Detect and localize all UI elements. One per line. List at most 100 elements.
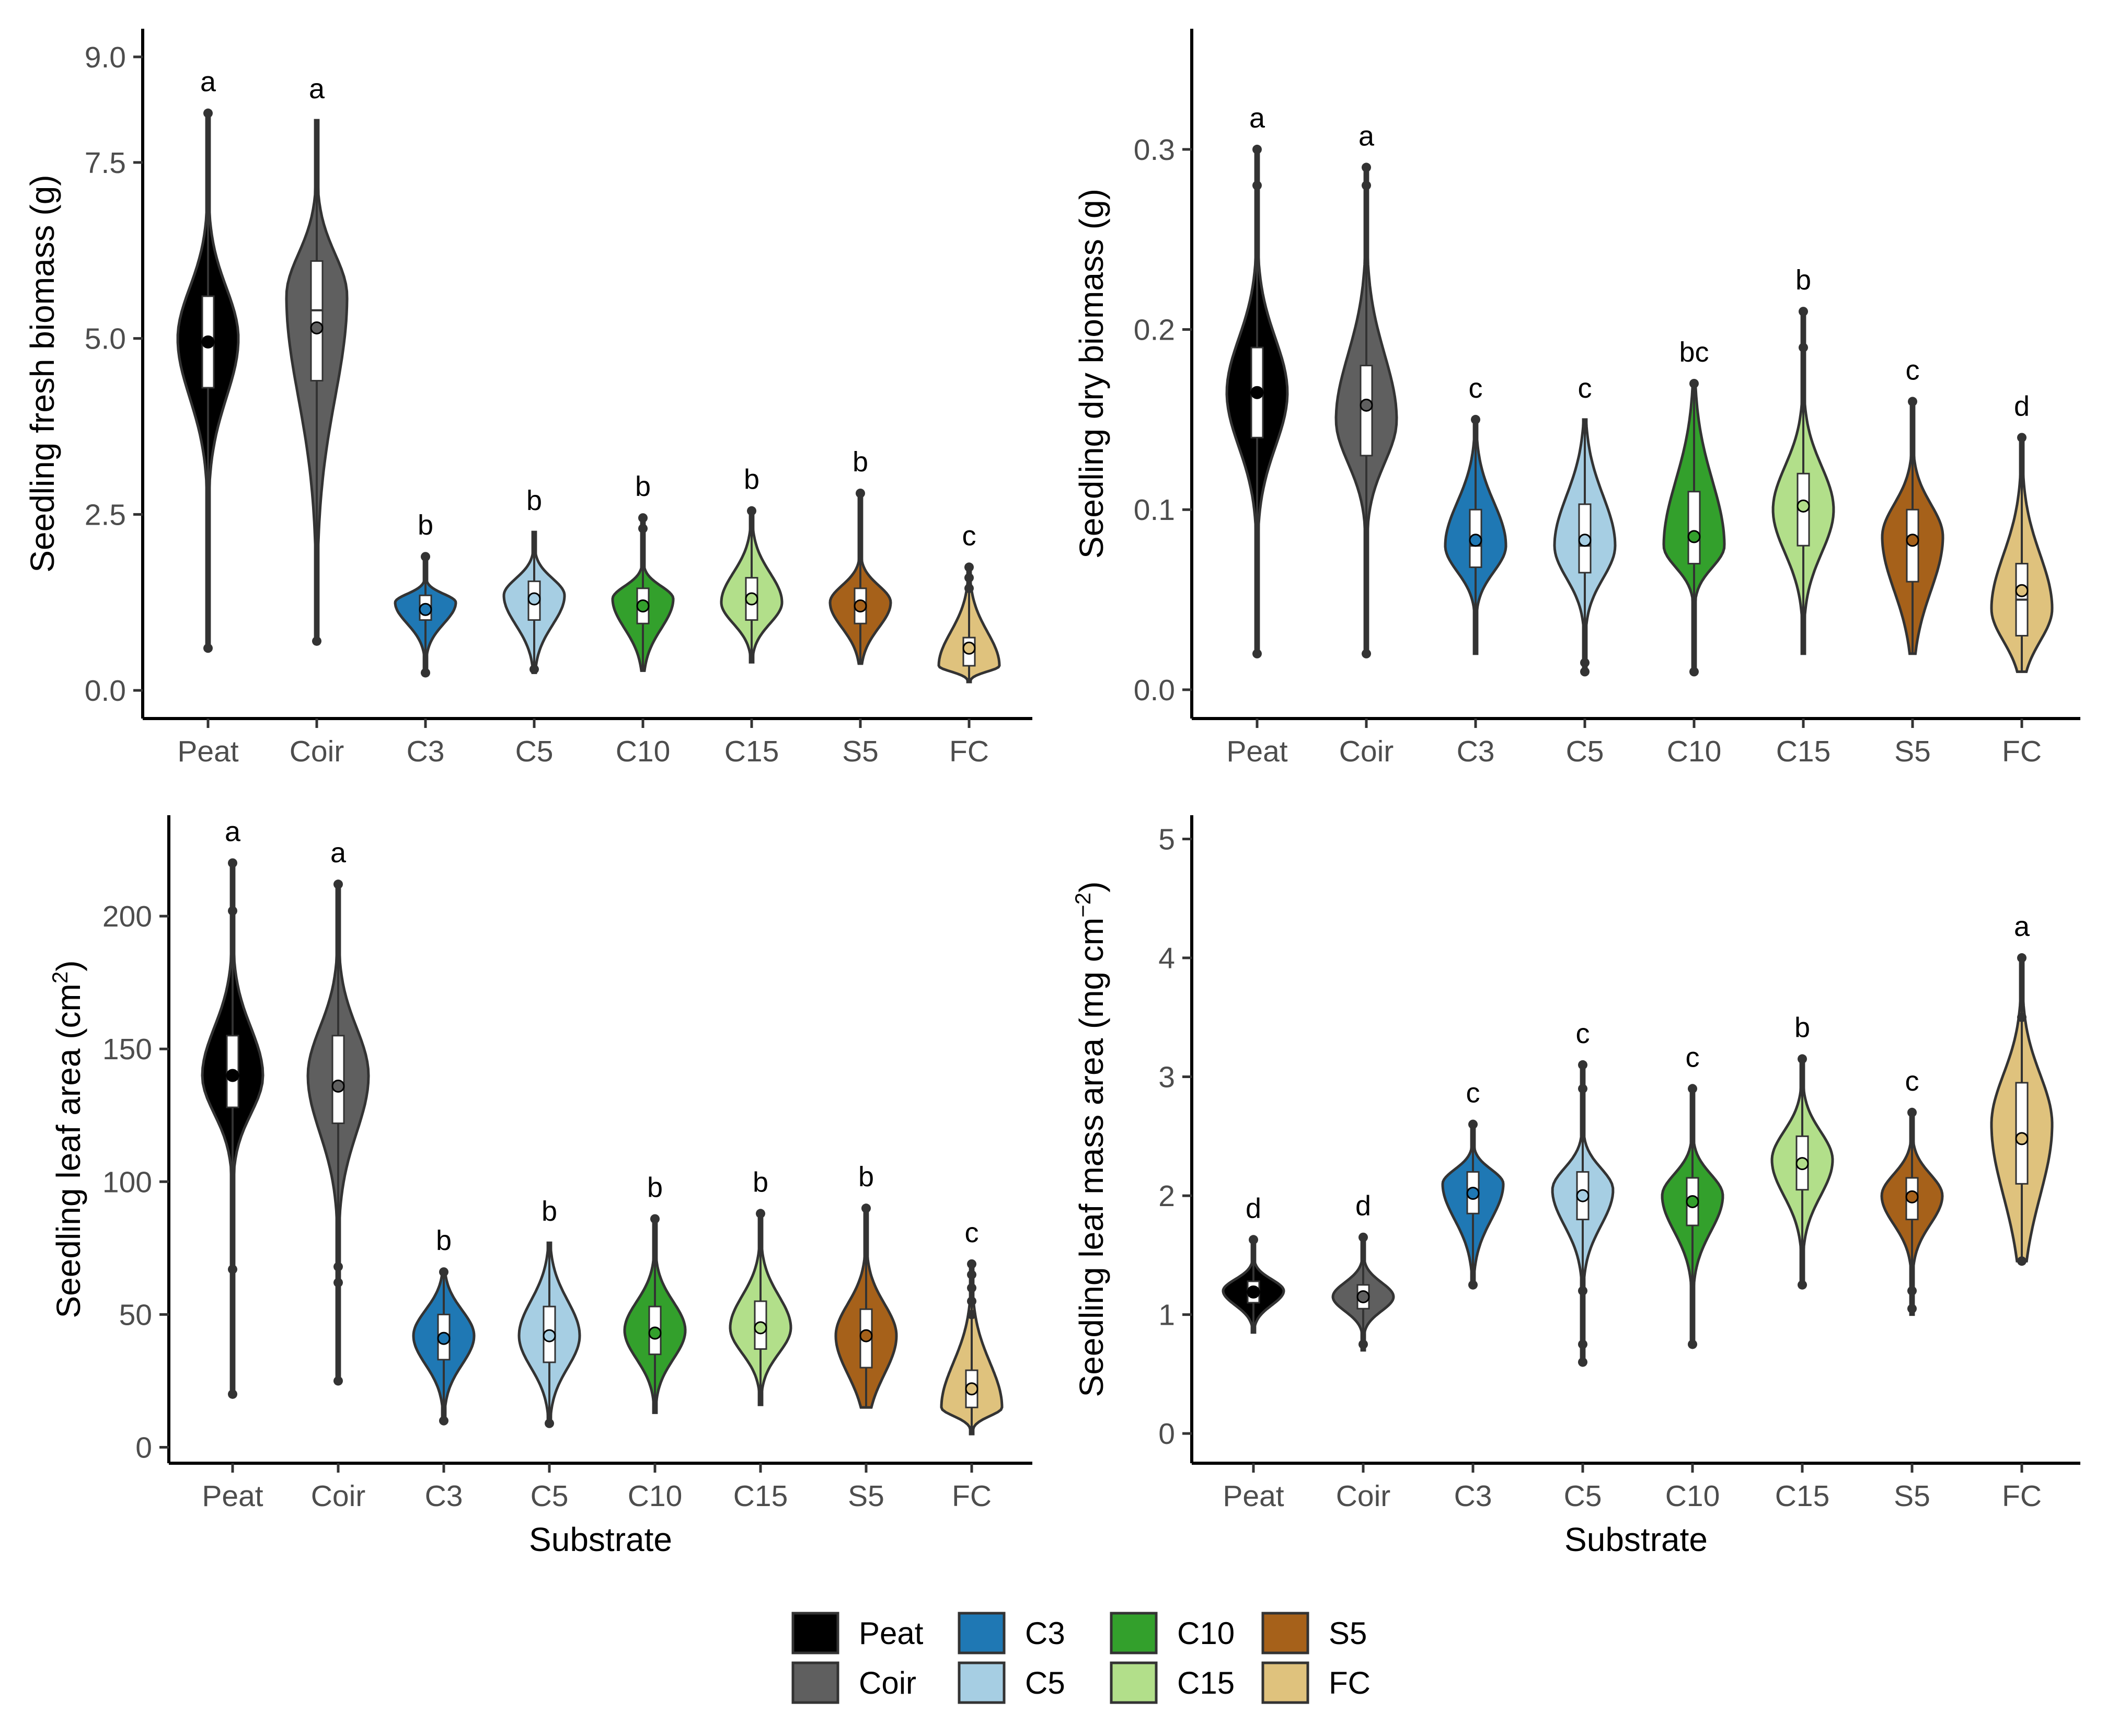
x-tick-label: C15 [1776,735,1831,768]
box [310,260,324,381]
x-axis-title: Substrate [1564,1521,1708,1558]
panel-fresh: 0.0 2.5 5.0 7.5 9.0 Peat Coir C3 C5 C10 C15 S5 FC See… [24,29,1032,768]
outlier-point [1578,1339,1587,1349]
y-tick-label: 0.1 [1134,493,1175,527]
violin-group-C15: b [729,1166,792,1406]
violin-group-Peat: d [1222,1193,1285,1334]
mean-point [854,599,867,612]
y-tick-label: 3 [1158,1061,1175,1094]
box [331,1035,345,1125]
y-tick-label: 0.2 [1134,314,1175,347]
mean-point [859,1329,873,1342]
mean-point [1687,530,1701,543]
outlier-point [967,1297,976,1306]
violin-group-S5: c [1880,1066,1944,1316]
y-axis-title-end: ) [1073,882,1110,893]
y-axis-title-main: Seedling leaf area (cm [50,983,87,1318]
outlier-point [1907,1107,1917,1117]
y-axis-title: Seedling leaf mass area (mg cm−2) [1070,882,1110,1397]
outlier-point [1799,343,1808,353]
significance-letter: b [418,510,433,541]
outlier-point [421,552,430,562]
outlier-point [638,524,648,534]
y-tick-label: 7.5 [85,146,126,180]
outlier-point [529,664,539,674]
outlier-point [1799,307,1808,317]
y-tick-label: 150 [102,1033,152,1066]
mean-point [1466,1187,1480,1200]
y-tick-label: 0 [1158,1417,1175,1451]
violin-group-FC: c [937,520,1001,684]
violin-group-FC: d [1990,390,2054,673]
violin-group-Coir: a [285,73,349,646]
outlier-point [967,1259,976,1269]
violin-group-C10: b [611,471,675,672]
mean-point [648,1326,662,1340]
x-tick-label: Peat [1226,735,1287,768]
x-tick-label: S5 [848,1479,884,1513]
significance-letter: c [1686,1041,1700,1073]
outlier-point [1688,1084,1697,1094]
x-tick-label: C5 [515,735,554,768]
violin-group-Coir: a [306,837,370,1386]
mean-point [437,1332,451,1345]
y-tick-label: 2 [1158,1179,1175,1213]
significance-letter: a [200,66,216,98]
y-axis-title-main: Seedling leaf mass area (mg cm [1073,918,1110,1397]
x-tick-label: C3 [425,1479,463,1513]
y-tick-label: 9.0 [85,41,126,74]
significance-letter: a [2014,911,2030,942]
violin-group-S5: b [834,1161,898,1409]
x-tick-label: Coir [311,1479,366,1513]
x-axis-title: Substrate [529,1521,672,1558]
mean-point [1356,1290,1370,1303]
legend-swatch [791,1661,839,1704]
mean-point [331,1079,345,1093]
outlier-point [421,668,430,678]
y-tick-label: 0 [135,1431,152,1465]
outlier-point [228,1265,237,1275]
y-tick-label: 5 [1158,823,1175,857]
mean-point [962,641,976,655]
legend-label: C5 [1025,1665,1065,1700]
violin-group-Coir: d [1331,1190,1395,1352]
violin-group-C10: b [623,1172,687,1414]
x-tick-label: S5 [1894,735,1931,768]
significance-letter: c [1576,1018,1590,1049]
outlier-point [1362,180,1371,190]
y-axis-title-end: ) [50,960,87,971]
mean-point [1247,1285,1260,1299]
significance-letter: b [858,1161,874,1193]
outlier-point [1578,1357,1587,1367]
significance-letter: b [744,464,759,495]
x-tick-label: FC [949,735,989,768]
violin-group-S5: c [1881,354,1944,655]
outlier-point [228,858,237,868]
legend-swatch [1261,1661,1309,1704]
mean-point [226,1069,239,1082]
violin-group-Peat: a [176,66,240,653]
legend-label: C10 [1177,1616,1235,1651]
significance-letter: c [962,520,976,551]
y-tick-label: 0.3 [1134,133,1175,167]
x-tick-label: FC [2002,1479,2042,1513]
outlier-point [1252,649,1262,658]
x-tick-label: C15 [724,735,779,768]
mean-point [419,603,432,616]
outlier-point [1908,397,1917,407]
y-tick-label: 2.5 [85,498,126,531]
panel-lma: 0 1 2 3 4 5 Peat Coir C3 C5 C10 C15 S5 FC Seedling lea… [1070,815,2080,1558]
outlier-point [1362,649,1371,658]
mean-point [1469,534,1482,547]
significance-letter: b [635,471,651,502]
box [1687,491,1701,565]
outlier-point [638,513,648,523]
mean-point [1578,534,1592,547]
legend-swatch [958,1661,1006,1704]
violin-group-C3: c [1444,373,1507,655]
outlier-point [228,1389,237,1399]
significance-letter: b [647,1172,663,1203]
outlier-point [964,573,974,583]
y-axis-title: Seedling leaf area (cm2) [48,960,87,1318]
violin-group-C10: c [1661,1041,1724,1349]
